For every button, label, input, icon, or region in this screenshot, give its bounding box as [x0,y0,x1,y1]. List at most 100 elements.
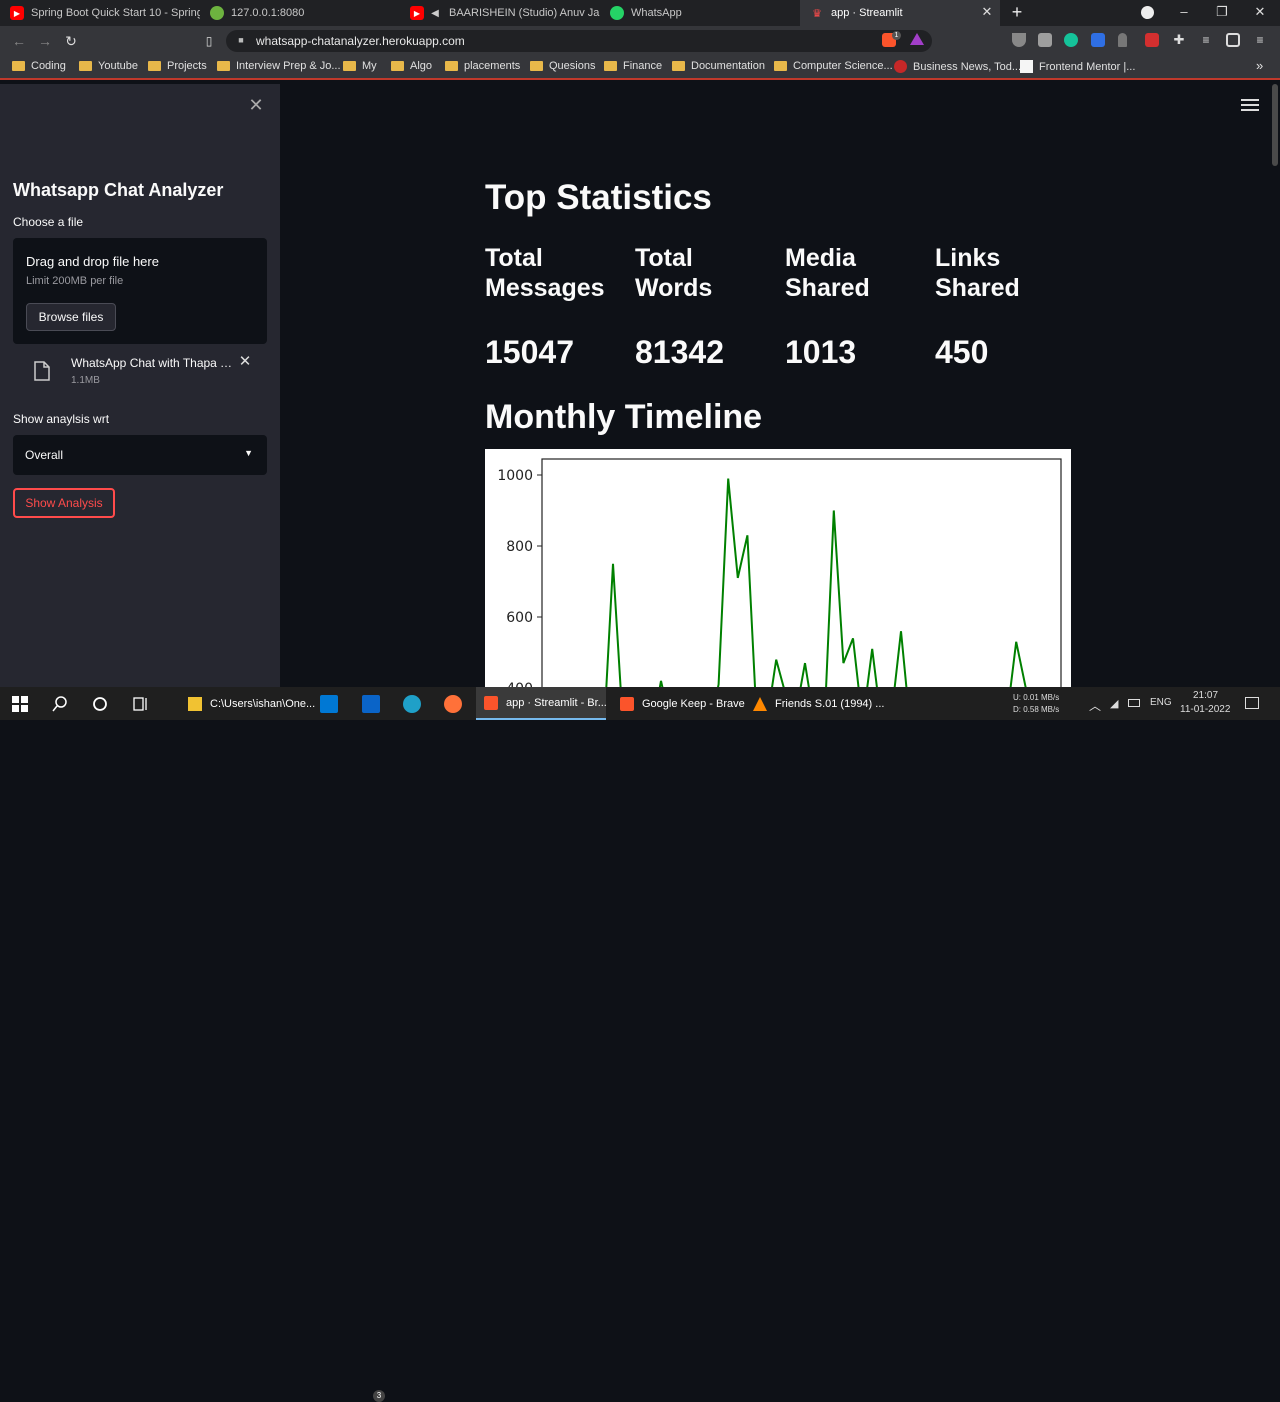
volume-icon[interactable]: ◢ [1110,698,1119,710]
tab-title: WhatsApp [631,7,682,19]
spring-leaf-icon [210,6,224,20]
youtube-icon: ▶ [410,6,424,20]
y-tick-label: 400 [506,681,533,687]
series-line [605,478,1027,687]
tab-streamlit[interactable]: ♛ app · Streamlit ✕ [800,0,1000,26]
bookmarks-overflow-icon[interactable]: » [1256,58,1264,73]
back-icon[interactable]: ← [12,33,26,49]
brave-shields-badge: 1 [892,31,901,40]
browse-files-button[interactable]: Browse files [26,303,116,331]
bookmark-placements[interactable]: placements [445,60,520,72]
grammarly-icon[interactable] [1064,33,1078,47]
battery-icon[interactable] [1128,699,1140,707]
folder-icon [343,61,356,71]
tab-baarishein[interactable]: ▶ ◀ BAARISHEIN (Studio) Anuv Jain - Y [400,0,600,26]
sidebar-title: Whatsapp Chat Analyzer [13,180,224,200]
file-icon [34,361,50,381]
mail-icon[interactable] [362,695,380,713]
keep-extension-icon[interactable] [1038,33,1052,47]
close-window-icon[interactable]: ✕ [1254,4,1266,19]
bookmark-extension-icon[interactable] [1091,33,1105,47]
bookmarks-bar: Coding Youtube Projects Interview Prep &… [0,56,1280,80]
windows-start-icon[interactable] [11,695,29,713]
speaker-icon[interactable]: ◀ [431,7,439,19]
firefox-icon[interactable] [444,695,462,713]
address-bar[interactable] [226,30,932,52]
stat-value-links-shared: 450 [935,334,989,370]
show-analysis-button[interactable]: Show Analysis [13,488,115,518]
clock-time[interactable]: 21:07 [1193,690,1219,701]
reading-list-icon[interactable]: ≡ [1202,33,1210,47]
sidebar-close-icon[interactable]: ✕ [248,95,264,115]
dropzone-limit: Limit 200MB per file [26,275,124,287]
bookmark-coding[interactable]: Coding [12,60,66,72]
reload-icon[interactable]: ↻ [65,33,77,49]
bookmark-documentation[interactable]: Documentation [672,60,765,72]
page-scrollbar[interactable] [1272,84,1278,166]
user-select[interactable]: Overall ▼ [13,435,267,475]
extensions-puzzle-icon[interactable]: ✚ [1173,32,1185,47]
new-tab-button[interactable]: + [1011,2,1023,22]
taskbar-file-explorer[interactable]: C:\Users\ishan\One... [180,687,315,720]
hamburger-menu-icon[interactable] [1241,99,1259,113]
remove-file-icon[interactable]: ✕ [238,353,252,370]
bookmark-quesions[interactable]: Quesions [530,60,595,72]
taskbar-brave-keep[interactable]: Google Keep - Brave [612,687,747,720]
wallet-icon[interactable] [1226,33,1240,47]
notification-icon[interactable] [1245,697,1259,709]
bookmark-projects[interactable]: Projects [148,60,207,72]
frontend-mentor-icon [1020,60,1033,73]
url-text[interactable]: whatsapp-chatanalyzer.herokuapp.com [256,34,465,48]
forward-icon[interactable]: → [38,33,52,49]
bookmark-youtube[interactable]: Youtube [79,60,138,72]
search-icon[interactable] [51,695,69,713]
ghost-extension-icon[interactable] [1118,33,1127,47]
cortana-icon[interactable] [91,695,109,713]
bookmark-frontend-mentor[interactable]: Frontend Mentor |... [1020,60,1135,73]
stat-label-media-shared: Media Shared [785,244,870,302]
close-tab-icon[interactable]: ✕ [981,4,993,19]
stat-label-links-shared: Links Shared [935,244,1020,302]
folder-icon [79,61,92,71]
stat-label-total-messages: Total Messages [485,244,605,302]
menu-icon[interactable]: ≡ [1256,33,1264,47]
vlc-icon [753,696,767,711]
bookmark-business-news[interactable]: Business News, Tod... [894,60,1021,73]
taskbar-brave-streamlit[interactable]: app · Streamlit - Br... [476,687,607,720]
profile-icon[interactable] [1141,6,1154,19]
bookmark-icon[interactable]: ▯ [205,34,213,48]
vpn-extension-icon[interactable] [1012,33,1026,47]
monthly-timeline-heading: Monthly Timeline [485,398,763,436]
bookmark-algo[interactable]: Algo [391,60,432,72]
uploaded-file-name: WhatsApp Chat with Thapa Technical.txt [71,356,237,370]
mail-badge: 3 [373,1390,385,1402]
tab-whatsapp[interactable]: WhatsApp [600,0,800,26]
clock-date[interactable]: 11-01-2022 [1180,704,1231,715]
file-dropzone[interactable]: Drag and drop file here Limit 200MB per … [13,238,267,344]
stat-value-total-words: 81342 [635,334,724,370]
tab-spring-boot[interactable]: ▶ Spring Boot Quick Start 10 - Spring Bo [0,0,200,26]
task-view-icon[interactable] [131,695,149,713]
edge-icon[interactable] [403,695,421,713]
monthly-timeline-chart: 1000 800 600 400 [485,449,1071,687]
bookmark-finance[interactable]: Finance [604,60,662,72]
microsoft-store-icon[interactable] [320,695,338,713]
bookmark-interview-prep[interactable]: Interview Prep & Jo... [217,60,341,72]
folder-icon [12,61,25,71]
tray-chevron-icon[interactable]: ︿ [1089,699,1102,713]
bookmark-computer-science[interactable]: Computer Science... [774,60,893,72]
bookmark-my[interactable]: My [343,60,377,72]
tab-localhost[interactable]: 127.0.0.1:8080 [200,0,400,26]
folder-icon [604,61,617,71]
brave-rewards-icon[interactable] [910,33,924,45]
minimize-icon[interactable]: – [1180,4,1188,19]
tab-bar: ▶ Spring Boot Quick Start 10 - Spring Bo… [0,0,1280,26]
stat-value-total-messages: 15047 [485,334,574,370]
maximize-icon[interactable]: ❐ [1216,4,1228,19]
chart-svg: 1000 800 600 400 [497,458,1062,687]
pdf-extension-icon[interactable] [1145,33,1159,47]
taskbar-vlc[interactable]: Friends S.01 (1994) ... [745,687,884,720]
user-select-label: Show anaylsis wrt [13,412,110,426]
y-tick-label: 1000 [497,468,533,484]
language-indicator[interactable]: ENG [1150,697,1172,708]
